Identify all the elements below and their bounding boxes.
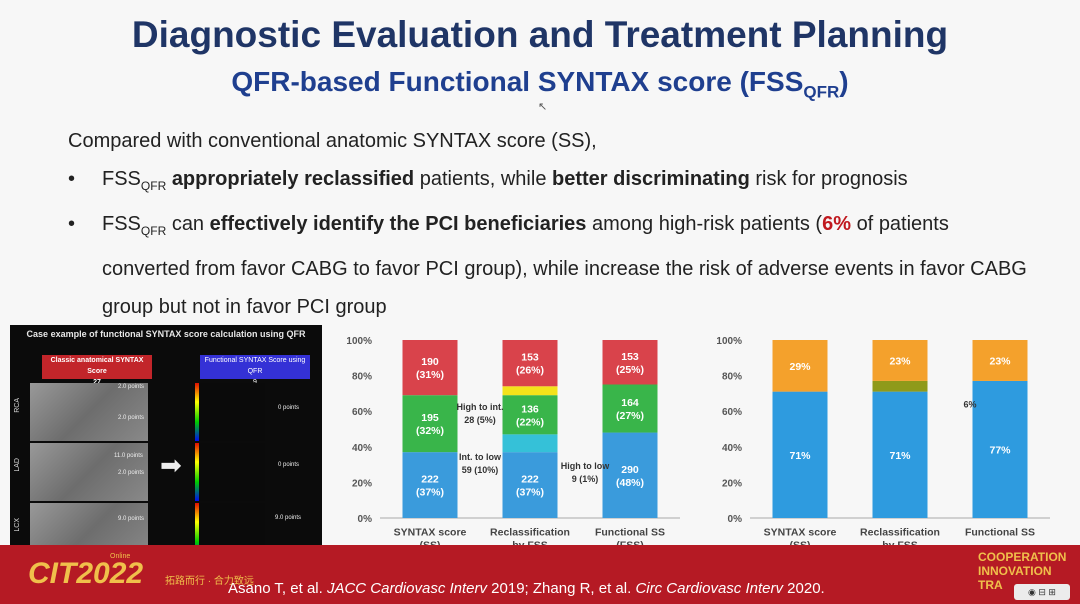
bar-data-label: 136 (22%)	[516, 403, 544, 428]
qfr-reconstruction-lad	[195, 443, 265, 501]
cooperation-innovation-logo: COOPERATION INNOVATION TRA	[978, 550, 1067, 592]
intro-line: Compared with conventional anatomic SYNT…	[68, 130, 597, 152]
bar-data-label: 164 (27%)	[616, 397, 644, 422]
bar-segment	[402, 452, 458, 518]
point-label: 2.0 points	[118, 384, 145, 390]
cit-slogan: 拓路而行 · 合力致远	[165, 576, 254, 587]
bar-segment	[402, 395, 458, 453]
bar-segment	[502, 452, 558, 518]
bar-segment	[972, 380, 1028, 518]
case-title: Case example of functional SYNTAX score …	[26, 329, 306, 339]
bar-segment	[602, 432, 658, 518]
arrow-right-icon: ➡	[160, 450, 182, 480]
bar-data-label: 153 (25%)	[616, 351, 644, 376]
point-label: 0 points	[278, 405, 300, 411]
y-tick-label: 20%	[722, 478, 742, 489]
y-tick-label: 40%	[722, 443, 742, 454]
slide-body: Compared with conventional anatomic SYNT…	[68, 122, 1028, 326]
annotation-label: Int. to low 59 (10%)	[459, 452, 502, 475]
citation: Asano T, et al. JACC Cardiovasc Interv 2…	[228, 580, 825, 597]
point-label: 9.0 points	[275, 515, 302, 521]
y-tick-label: 100%	[346, 336, 372, 347]
bar-data-label: 77%	[989, 444, 1011, 456]
chart-strategy: 0%20%40%60%80%100%71%29%SYNTAX score(SS)…	[716, 336, 1050, 552]
bullet-2: • FSSQFR can effectively identify the PC…	[68, 205, 1028, 326]
bar-segment	[502, 386, 558, 396]
chart-reclassification: 0% 20% 40% 60% 80% 100% 222 (37%) 195 (32%) 190 (31…	[346, 336, 680, 552]
bar-segment	[772, 391, 828, 518]
bullet-dot: •	[68, 213, 76, 235]
y-tick-label: 40%	[352, 443, 372, 454]
bar-data-label: 222 (37%)	[516, 474, 544, 499]
y-tick-label: 20%	[352, 478, 372, 489]
footer-bar	[0, 545, 1080, 604]
y-tick-label: 0%	[358, 514, 373, 525]
vessel-label-lad: LAD	[14, 458, 21, 472]
bar-data-label: 71%	[889, 450, 911, 462]
bar-data-label: 23%	[889, 355, 911, 367]
bar-segment	[602, 384, 658, 433]
online-label: Online	[110, 553, 131, 560]
bar-data-label: 195 (32%)	[416, 412, 444, 437]
functional-ss-box: Functional SYNTAX Score using QFR9	[200, 355, 310, 386]
point-label: 2.0 points	[118, 470, 145, 476]
slide-subtitle: QFR-based Functional SYNTAX score (FSSQF…	[231, 66, 849, 102]
bar-data-label: 23%	[989, 355, 1011, 367]
bullet-dot: •	[68, 168, 76, 190]
cit-logo: CIT2022	[28, 557, 144, 590]
mouse-cursor-icon: ↖	[538, 101, 548, 113]
y-tick-label: 60%	[352, 407, 372, 418]
vessel-label-rca: RCA	[14, 398, 21, 413]
x-tick-label: Functional SS	[965, 527, 1035, 539]
bar-data-label: 290 (48%)	[616, 464, 644, 489]
vessel-label-lcx: LCX	[14, 518, 21, 532]
point-label: 2.0 points	[118, 415, 145, 421]
angiogram-lad	[30, 443, 148, 501]
bar-segment	[502, 340, 558, 387]
annotation-label: High to int. 28 (5%)	[457, 402, 504, 425]
bar-segment	[772, 340, 828, 392]
slide-title: Diagnostic Evaluation and Treatment Plan…	[131, 14, 949, 55]
bar-segment	[602, 340, 658, 385]
bar-segment	[502, 395, 558, 435]
angiogram-rca	[30, 383, 148, 441]
point-label: 9.0 points	[118, 516, 145, 522]
classic-ss-box: Classic anatomical SYNTAX Score27	[42, 355, 152, 386]
bar-segment	[402, 340, 458, 396]
point-label: 0 points	[278, 462, 300, 468]
y-tick-label: 80%	[722, 372, 742, 383]
y-tick-label: 0%	[728, 514, 743, 525]
bullet-1: • FSSQFR appropriately reclassified pati…	[68, 160, 1028, 205]
qfr-reconstruction-rca	[195, 383, 265, 441]
y-tick-label: 80%	[352, 372, 372, 383]
bar-data-label: 71%	[789, 450, 811, 462]
bar-segment	[872, 380, 928, 392]
annotation-label: High to low 9 (1%)	[561, 461, 610, 484]
bar-data-label: 190 (31%)	[416, 356, 444, 381]
annotation-label: 6%	[963, 400, 976, 410]
point-label: 11.0 points	[114, 453, 143, 459]
bar-data-label: 153 (26%)	[516, 352, 544, 377]
bar-segment	[872, 391, 928, 518]
bar-segment	[972, 340, 1028, 381]
bar-segment	[502, 434, 558, 453]
bar-data-label: 222 (37%)	[416, 474, 444, 499]
player-controls[interactable]: ◉ ⊟ ⊞	[1014, 584, 1070, 600]
bar-segment	[872, 340, 928, 381]
y-tick-label: 60%	[722, 407, 742, 418]
y-tick-label: 100%	[716, 336, 742, 347]
bar-data-label: 29%	[789, 361, 811, 373]
